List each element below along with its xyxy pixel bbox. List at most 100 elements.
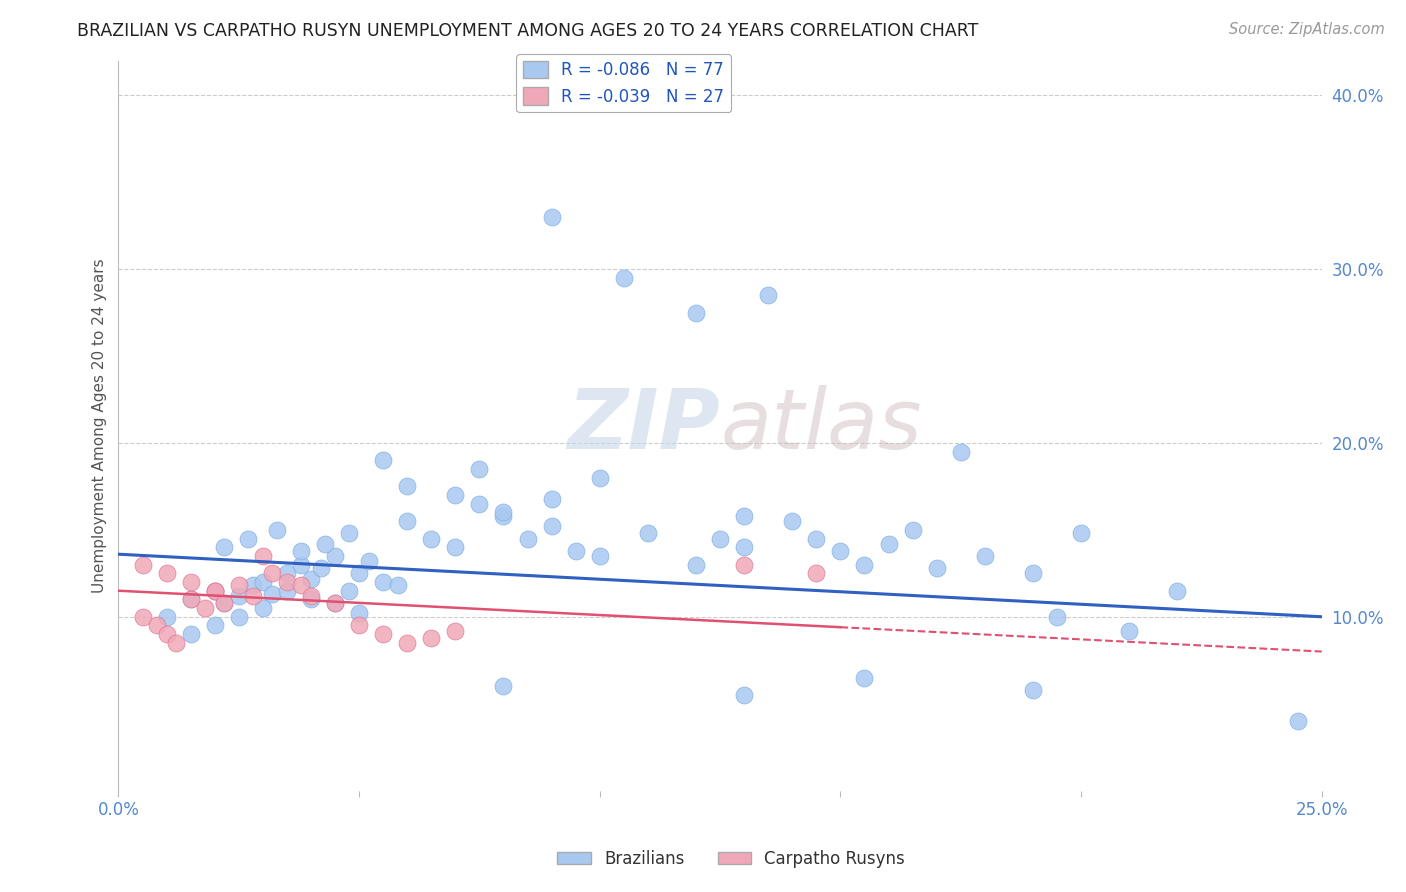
Point <box>444 624 467 638</box>
Point <box>925 561 948 575</box>
Point <box>613 270 636 285</box>
Point <box>589 471 612 485</box>
Point <box>290 558 312 572</box>
Point <box>468 462 491 476</box>
Point <box>155 627 177 641</box>
Point <box>564 543 586 558</box>
Point <box>290 578 312 592</box>
Point <box>733 508 755 523</box>
Point <box>214 596 236 610</box>
Point <box>373 453 395 467</box>
Point <box>733 688 755 702</box>
Point <box>756 288 779 302</box>
Point <box>1166 583 1188 598</box>
Point <box>276 566 298 581</box>
Text: atlas: atlas <box>720 385 922 467</box>
Point <box>323 596 346 610</box>
Legend: R = -0.086   N = 77, R = -0.039   N = 27: R = -0.086 N = 77, R = -0.039 N = 27 <box>516 54 731 112</box>
Point <box>314 537 336 551</box>
Text: ZIP: ZIP <box>568 385 720 467</box>
Point <box>901 523 924 537</box>
Point <box>373 574 395 589</box>
Point <box>637 526 659 541</box>
Point <box>262 587 284 601</box>
Point <box>299 589 322 603</box>
Point <box>339 526 361 541</box>
Point <box>396 514 419 528</box>
Point <box>299 592 322 607</box>
Y-axis label: Unemployment Among Ages 20 to 24 years: Unemployment Among Ages 20 to 24 years <box>93 259 107 593</box>
Point <box>165 636 187 650</box>
Point <box>373 627 395 641</box>
Point <box>242 589 264 603</box>
Point <box>387 578 409 592</box>
Point <box>347 566 370 581</box>
Point <box>238 532 260 546</box>
Point <box>685 558 707 572</box>
Point <box>853 558 876 572</box>
Point <box>492 506 515 520</box>
Point <box>309 561 332 575</box>
Point <box>973 549 995 563</box>
Point <box>214 541 236 555</box>
Point <box>146 618 169 632</box>
Point <box>540 491 562 506</box>
Point <box>323 549 346 563</box>
Point <box>347 607 370 621</box>
Point <box>262 566 284 581</box>
Point <box>194 601 217 615</box>
Point <box>323 596 346 610</box>
Text: BRAZILIAN VS CARPATHO RUSYN UNEMPLOYMENT AMONG AGES 20 TO 24 YEARS CORRELATION C: BRAZILIAN VS CARPATHO RUSYN UNEMPLOYMENT… <box>77 22 979 40</box>
Point <box>949 444 972 458</box>
Point <box>204 618 226 632</box>
Point <box>589 549 612 563</box>
Point <box>468 497 491 511</box>
Point <box>131 558 153 572</box>
Point <box>228 578 250 592</box>
Point <box>180 627 202 641</box>
Point <box>1286 714 1309 728</box>
Point <box>347 618 370 632</box>
Point <box>299 572 322 586</box>
Point <box>492 679 515 693</box>
Point <box>396 636 419 650</box>
Point <box>252 574 274 589</box>
Point <box>214 596 236 610</box>
Point <box>228 609 250 624</box>
Text: Source: ZipAtlas.com: Source: ZipAtlas.com <box>1229 22 1385 37</box>
Point <box>357 554 380 568</box>
Point <box>396 479 419 493</box>
Point <box>733 541 755 555</box>
Point <box>420 631 443 645</box>
Point <box>444 541 467 555</box>
Point <box>806 566 828 581</box>
Point <box>540 519 562 533</box>
Point <box>1070 526 1092 541</box>
Point <box>540 210 562 224</box>
Point <box>806 532 828 546</box>
Point <box>853 671 876 685</box>
Point <box>266 523 288 537</box>
Point <box>155 609 177 624</box>
Point <box>204 583 226 598</box>
Point <box>685 305 707 319</box>
Point <box>733 558 755 572</box>
Point <box>1046 609 1069 624</box>
Point <box>204 583 226 598</box>
Point <box>444 488 467 502</box>
Point <box>339 583 361 598</box>
Point <box>877 537 900 551</box>
Point <box>155 566 177 581</box>
Point <box>709 532 731 546</box>
Point <box>180 592 202 607</box>
Point <box>204 583 226 598</box>
Point <box>228 589 250 603</box>
Point <box>782 514 804 528</box>
Point <box>516 532 538 546</box>
Point <box>290 543 312 558</box>
Point <box>276 574 298 589</box>
Point <box>1022 682 1045 697</box>
Point <box>180 574 202 589</box>
Point <box>420 532 443 546</box>
Point <box>1022 566 1045 581</box>
